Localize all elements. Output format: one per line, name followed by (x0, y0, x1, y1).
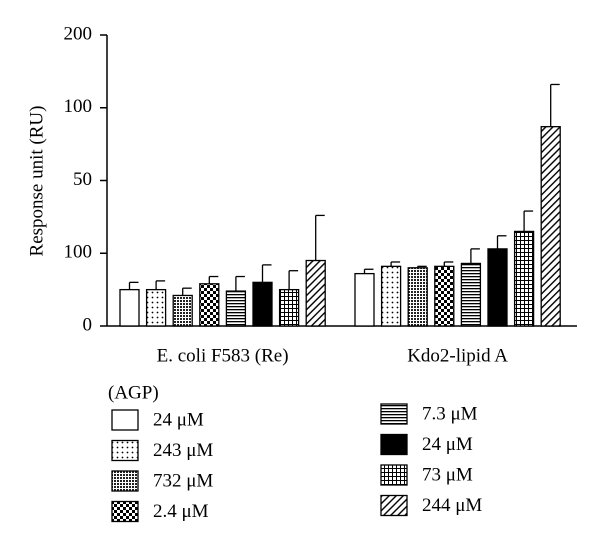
bar (380, 265, 402, 327)
legend-swatch (111, 500, 139, 523)
legend-label: 7.3 μM (422, 403, 478, 424)
legend-swatch (111, 409, 139, 431)
legend-swatch (111, 470, 139, 492)
bar (145, 288, 167, 327)
bar (119, 288, 140, 327)
legend-swatch (111, 439, 139, 462)
bar (172, 294, 193, 327)
y-tick-label: 50 (73, 169, 92, 190)
y-tick-label: 0 (83, 314, 93, 335)
bar (225, 290, 247, 327)
bar (278, 288, 300, 327)
y-axis-label: Response unit (RU) (26, 106, 47, 257)
x-tick-label: Kdo2-lipid A (407, 345, 508, 366)
legend-swatch (380, 464, 408, 486)
legend-label: 24 μM (422, 434, 473, 455)
legend-label: 2.4 μM (153, 501, 209, 522)
legend-swatch (380, 494, 408, 517)
bar (199, 283, 220, 327)
legend-label: 732 μM (153, 470, 213, 491)
bar (407, 267, 428, 327)
y-tick-label: 100 (64, 96, 93, 117)
legend-label: 244 μM (422, 495, 482, 516)
legend-swatch (380, 403, 408, 425)
bar (513, 230, 535, 327)
legend-label: 243 μM (153, 440, 213, 461)
y-tick-label: 100 (64, 242, 93, 263)
legend-title: (AGP) (108, 382, 159, 403)
legend-label: 24 μM (153, 409, 204, 430)
legend-swatch (380, 433, 408, 456)
bar (434, 265, 455, 327)
y-tick-label: 200 (64, 23, 93, 44)
bar (540, 126, 561, 327)
bar (460, 262, 482, 327)
legend-label: 73 μM (422, 464, 473, 485)
bar (252, 281, 273, 327)
x-tick-label: E. coli F583 (Re) (157, 345, 289, 366)
bar (354, 272, 375, 327)
bar (305, 259, 326, 327)
bar (487, 248, 508, 327)
